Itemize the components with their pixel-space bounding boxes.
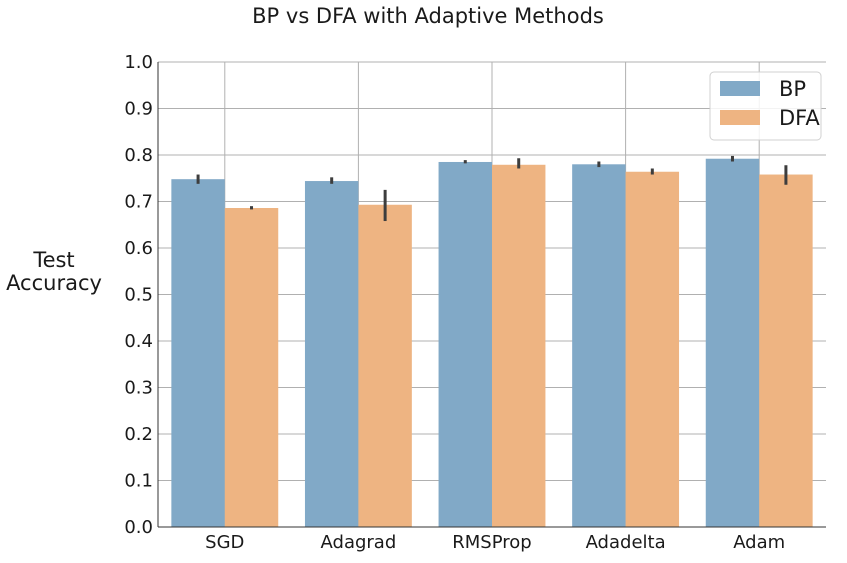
x-tick-label: Adam <box>733 532 785 553</box>
bar-bp-adagrad <box>304 181 359 528</box>
y-tick-label: 0.9 <box>124 99 153 120</box>
y-tick-label: 0.5 <box>124 285 153 306</box>
legend-label-bp: BP <box>779 77 806 101</box>
y-tick-label: 0.2 <box>124 424 153 445</box>
y-tick-label: 0.7 <box>124 192 153 213</box>
axes: 0.0 0.1 0.2 0.3 0.4 0.5 0.6 0.7 0.8 0.9 1.0 SGD Adag… <box>124 52 826 553</box>
bar-dfa-sgd <box>224 208 279 527</box>
legend-label-dfa: DFA <box>779 106 820 130</box>
bar-dfa-adadelta <box>625 171 680 528</box>
bar-bp-rmsprop <box>438 161 492 527</box>
bar-bp-adam <box>705 158 760 527</box>
y-tick-label: 1.0 <box>124 52 153 73</box>
bars <box>171 158 813 528</box>
legend: BP DFA <box>709 71 822 141</box>
error-bars <box>196 155 788 222</box>
bar-dfa-adam <box>759 174 813 527</box>
bar-bp-adadelta <box>572 164 626 528</box>
y-tick-label: 0.6 <box>124 238 153 259</box>
x-tick-label: Adagrad <box>321 532 397 553</box>
legend-swatch-dfa <box>720 110 760 125</box>
y-tick-label: 0.0 <box>124 517 153 538</box>
y-axis-label: Test Accuracy <box>6 248 102 295</box>
x-tick-label: Adadelta <box>586 532 666 553</box>
x-tick-label: RMSProp <box>452 532 531 553</box>
bar-bp-sgd <box>171 179 225 527</box>
y-axis-label-line-1: Test <box>32 248 74 272</box>
y-tick-label: 0.4 <box>124 331 153 352</box>
y-tick-label: 0.1 <box>124 471 153 492</box>
bar-dfa-adagrad <box>358 204 412 527</box>
y-tick-label: 0.3 <box>124 378 153 399</box>
y-axis-label-line-2: Accuracy <box>6 271 102 295</box>
chart-title: BP vs DFA with Adaptive Methods <box>252 4 604 28</box>
x-tick-label: SGD <box>205 532 244 553</box>
y-tick-label: 0.8 <box>124 145 153 166</box>
legend-swatch-bp <box>720 81 760 96</box>
bar-dfa-rmsprop <box>492 164 546 527</box>
